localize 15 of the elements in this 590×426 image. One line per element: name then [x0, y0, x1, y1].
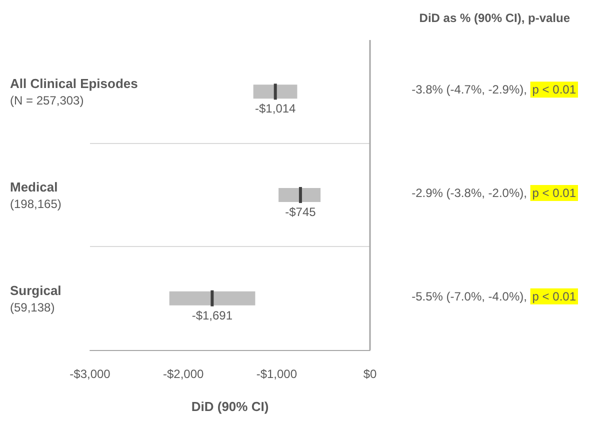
y-tick-label: All Clinical Episodes (N = 257,303) [10, 76, 138, 108]
text: -3.8% (-4.7%, -2.9%), p < 0.01 [412, 82, 576, 97]
x-tick-label: -$3,000 [70, 367, 111, 381]
annotation: -$745 [285, 205, 316, 219]
x-tick-label: -$2,000 [162, 367, 204, 381]
text: -2.9% (-3.8%, -2.0%), p < 0.01 [412, 186, 576, 200]
x-tick-label: $0 [363, 367, 377, 381]
text: DiD as % (90% CI), p-value [419, 11, 570, 25]
text: -5.5% (-7.0%, -4.0%), p < 0.01 [412, 289, 576, 304]
y-tick-label: Medical (198,165) [10, 180, 62, 211]
y-tick-label: Surgical (59,138) [10, 282, 62, 314]
x-tick-label: -$1,000 [256, 367, 298, 381]
annotation: -$1,014 [255, 102, 296, 116]
annotation: -$1,691 [192, 308, 233, 322]
x-axis-title: DiD (90% CI) [191, 399, 269, 414]
